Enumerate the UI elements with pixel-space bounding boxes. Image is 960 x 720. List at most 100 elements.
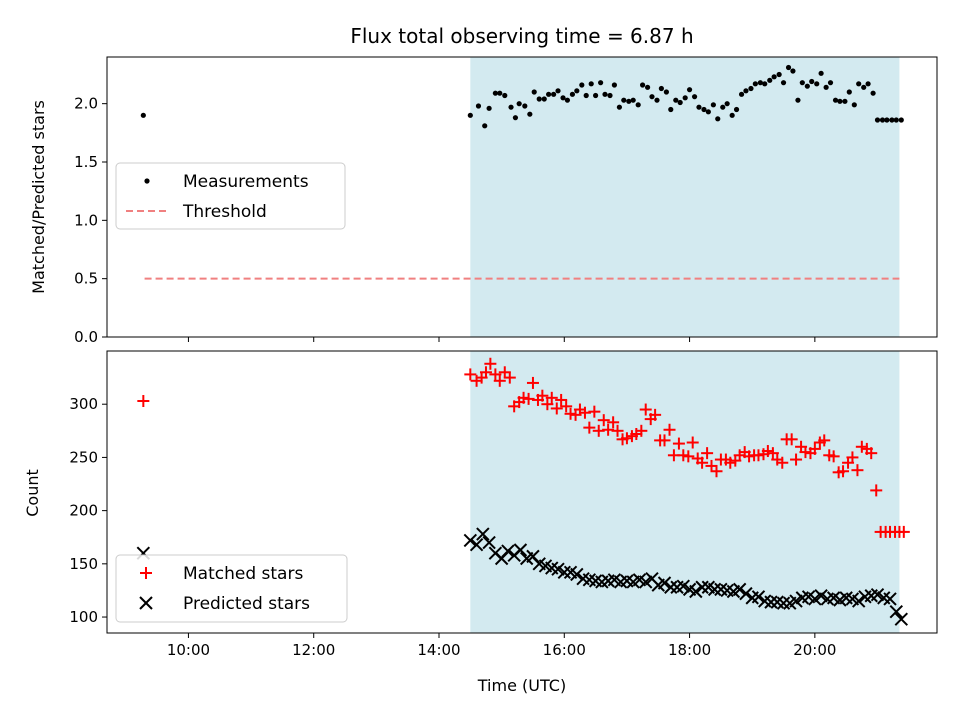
matched-star-point [724, 456, 737, 469]
measurement-point [710, 102, 716, 108]
matched-star-point [799, 446, 812, 459]
predicted-star-point [764, 595, 778, 609]
matched-star-point [766, 447, 779, 460]
measurement-point [467, 112, 473, 118]
measurement-point [639, 82, 646, 88]
top-y-tick-label: 1.0 [74, 211, 98, 229]
measurement-point [564, 97, 571, 103]
matched-star-point [137, 395, 150, 408]
measurement-point [682, 95, 688, 101]
matched-star-point [846, 451, 859, 464]
matched-star-point [686, 436, 699, 449]
x-tick-label: 16:00 [543, 641, 586, 659]
predicted-star-point [732, 582, 747, 597]
measurement-point [771, 74, 777, 80]
measurement-point [804, 83, 810, 89]
bottom-highlight-region [470, 351, 900, 633]
measurement-point [626, 98, 632, 104]
matched-star-point [517, 391, 530, 404]
measurement-point [140, 112, 146, 118]
measurement-point [531, 89, 537, 95]
top-y-axis-label: Matched/Predicted stars [29, 100, 48, 294]
measurement-point [795, 97, 801, 103]
measurement-point [551, 91, 557, 97]
measurement-point [522, 103, 528, 109]
measurement-point [668, 106, 674, 113]
measurement-point [701, 106, 707, 113]
bottom-legend-box [115, 554, 348, 623]
matched-star-point [555, 393, 568, 406]
predicted-star-point [513, 543, 528, 557]
predicted-star-point [639, 575, 653, 589]
measurement-point [516, 101, 522, 107]
measurement-point [546, 91, 552, 97]
measurement-point [696, 104, 702, 110]
matched-star-point [541, 398, 554, 411]
measurement-point [776, 71, 782, 78]
top-legend: Measurements Threshold [115, 162, 346, 230]
matched-stars-series [137, 357, 910, 538]
bottom-y-tick-label: 150 [69, 555, 98, 573]
measurement-point [607, 92, 613, 99]
top-y-tick-label: 0.5 [74, 270, 98, 288]
bottom-y-axis-label: Count [23, 469, 42, 517]
measurement-point [851, 102, 857, 108]
predicted-star-point [689, 584, 703, 599]
matched-star-point [560, 400, 573, 413]
matched-star-point [592, 424, 605, 437]
matched-star-point [672, 437, 685, 450]
measurement-point [790, 68, 796, 74]
matched-star-point [602, 423, 615, 436]
predicted-star-point [814, 589, 828, 603]
measurement-point [720, 104, 726, 110]
predicted-star-point [469, 537, 484, 552]
measurement-point [649, 94, 655, 100]
measurement-point [879, 117, 886, 123]
predicted-star-point [482, 535, 496, 550]
measurement-point [579, 82, 585, 88]
measurement-point [658, 85, 664, 92]
predicted-star-point [883, 592, 897, 606]
predicted-star-point [476, 527, 490, 541]
matched-star-point [696, 456, 709, 469]
x-tick-label: 20:00 [793, 641, 836, 659]
matched-star-point [855, 440, 868, 453]
measurement-point [677, 99, 683, 106]
matched-star-point [503, 371, 516, 384]
bottom-y-tick-label: 200 [69, 502, 98, 520]
predicted-star-point [676, 579, 691, 593]
legend-predicted-stars: Predicted stars [183, 594, 310, 614]
matched-star-point [620, 432, 633, 445]
measurement-point [583, 92, 589, 99]
measurement-point [644, 84, 651, 90]
matched-star-point [743, 450, 756, 463]
bottom-axes: 100 150 200 250 300 10:00 12:00 14:00 16:00 18:00… [69, 395, 836, 659]
predicted-star-point [889, 605, 903, 619]
top-legend-box [115, 162, 346, 230]
predicted-star-point [739, 586, 753, 601]
measurement-point [691, 94, 698, 100]
measurement-point [536, 96, 542, 102]
top-y-tick-label: 1.5 [74, 153, 98, 171]
measurement-point [870, 90, 876, 96]
predicted-star-point [808, 592, 822, 606]
predicted-star-point [695, 580, 709, 594]
matched-star-point [897, 525, 910, 538]
x-tick-label: 14:00 [417, 641, 460, 659]
matched-star-point [545, 391, 558, 404]
predicted-star-point [463, 533, 478, 548]
matched-star-point [498, 366, 511, 379]
measurement-point [588, 81, 594, 87]
measurement-point [508, 104, 514, 110]
measurement-point [865, 81, 871, 87]
measurement-point [837, 98, 843, 104]
matched-star-point [808, 442, 821, 455]
matched-star-point [607, 416, 620, 429]
predicted-star-point [776, 596, 791, 610]
matched-star-point [761, 445, 774, 458]
measurement-point [475, 103, 482, 109]
matched-star-point [583, 421, 596, 434]
matched-star-point [493, 374, 506, 387]
legend-x-icon [139, 596, 153, 610]
measurement-point [832, 97, 839, 103]
